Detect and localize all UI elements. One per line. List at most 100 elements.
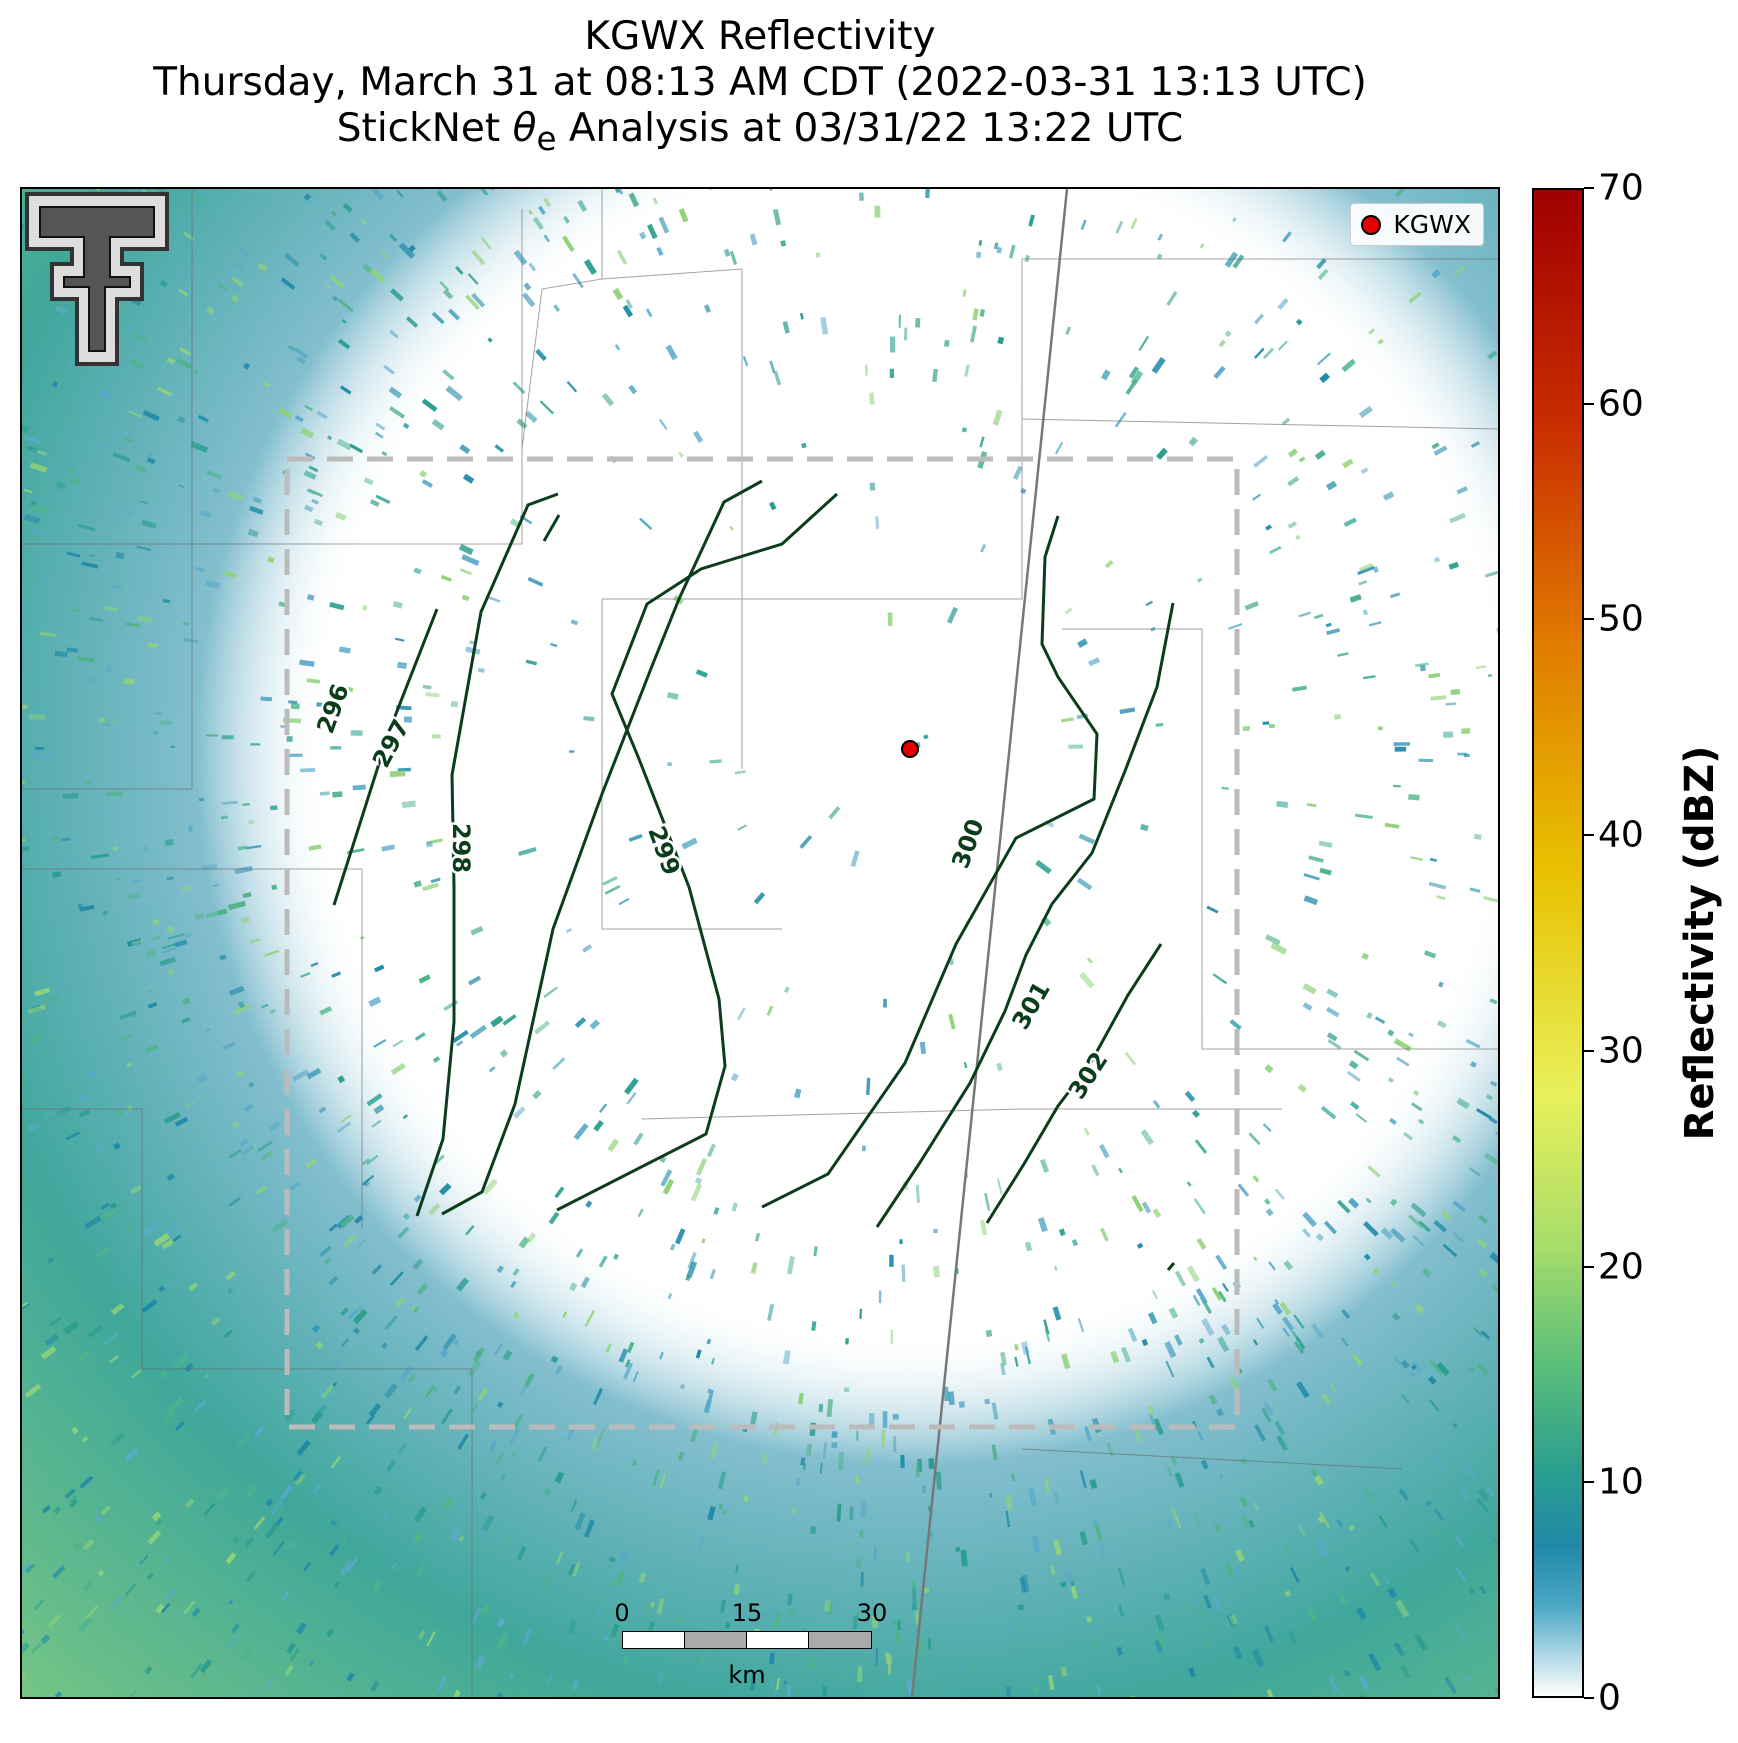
echo-speck <box>308 844 322 851</box>
echo-speck <box>78 1109 91 1118</box>
echo-speck <box>1014 1343 1019 1351</box>
echo-speck <box>457 1433 470 1450</box>
echo-speck <box>1228 622 1243 630</box>
echo-speck <box>177 273 187 282</box>
echo-speck <box>23 488 33 494</box>
colorbar-tick-mark <box>1584 402 1594 405</box>
radar-map[interactable]: 296 297 298 299 300 301 302 KGWX 0 15 30 km <box>20 187 1500 1699</box>
kgwx-radar-marker[interactable] <box>901 740 919 758</box>
echo-speck <box>772 1606 778 1622</box>
echo-speck <box>81 1580 94 1593</box>
echo-speck <box>449 1527 462 1542</box>
echo-speck <box>1118 1167 1123 1174</box>
echo-speck <box>780 240 787 247</box>
echo-speck <box>413 567 422 575</box>
echo-speck <box>1011 1472 1016 1482</box>
echo-speck <box>631 1459 637 1467</box>
echo-speck <box>935 1471 942 1490</box>
echo-speck <box>442 369 455 381</box>
echo-speck <box>250 743 261 746</box>
echo-speck <box>414 1032 426 1041</box>
echo-speck <box>1429 1360 1443 1375</box>
echo-speck <box>99 390 112 400</box>
echo-speck <box>158 1285 166 1293</box>
echo-speck <box>112 846 118 851</box>
echo-speck <box>656 246 664 256</box>
echo-speck <box>680 1383 685 1390</box>
echo-speck <box>526 1232 537 1244</box>
echo-speck <box>159 956 176 967</box>
echo-speck <box>316 410 328 420</box>
echo-speck <box>512 1413 524 1430</box>
echo-speck <box>667 1293 673 1300</box>
echo-speck <box>1247 1519 1255 1528</box>
echo-speck <box>452 1029 469 1044</box>
echo-speck <box>30 1642 43 1654</box>
echo-speck <box>1310 1323 1325 1340</box>
echo-speck <box>810 1526 817 1535</box>
echo-speck <box>326 284 332 290</box>
echo-speck <box>994 1654 999 1665</box>
echo-speck <box>349 232 361 243</box>
echo-speck <box>1068 744 1083 749</box>
echo-speck <box>628 384 638 395</box>
echo-speck <box>761 1453 769 1465</box>
echo-speck <box>509 1280 517 1289</box>
echo-speck <box>418 974 431 984</box>
echo-speck <box>472 1607 482 1624</box>
echo-speck <box>153 1232 170 1247</box>
echo-speck <box>288 753 303 757</box>
echo-speck <box>24 435 41 445</box>
echo-speck <box>442 1497 454 1511</box>
echo-speck <box>589 1019 600 1030</box>
echo-speck <box>1148 1413 1158 1431</box>
echo-speck <box>787 1593 793 1606</box>
echo-speck <box>163 1111 181 1125</box>
echo-speck <box>310 962 319 967</box>
echo-speck <box>1443 731 1454 738</box>
echo-speck <box>1336 1199 1351 1214</box>
echo-speck <box>138 1555 149 1566</box>
echo-speck <box>300 427 315 439</box>
echo-speck <box>471 292 486 308</box>
echo-speck <box>915 1466 920 1478</box>
echo-speck <box>711 1357 715 1365</box>
echo-speck <box>44 1333 60 1347</box>
echo-speck <box>820 317 829 335</box>
echo-speck <box>537 1445 548 1462</box>
echo-speck <box>737 824 747 831</box>
echo-speck <box>904 327 908 341</box>
echo-speck <box>245 1569 257 1583</box>
echo-speck <box>522 1685 531 1697</box>
echo-speck <box>608 1556 616 1563</box>
echo-speck <box>22 1641 31 1656</box>
echo-speck <box>1401 1393 1410 1404</box>
echo-speck <box>928 1458 935 1470</box>
echo-speck <box>206 1027 211 1032</box>
echo-speck <box>806 1443 812 1456</box>
echo-speck <box>706 1389 715 1407</box>
echo-speck <box>543 197 551 208</box>
echo-speck <box>933 1265 940 1278</box>
echo-speck <box>47 1257 54 1264</box>
echo-speck <box>184 1362 195 1373</box>
echo-speck <box>392 1039 404 1048</box>
echo-speck <box>984 1192 991 1211</box>
echo-speck <box>1242 726 1251 731</box>
echo-speck <box>742 355 749 367</box>
echo-speck <box>22 1011 25 1019</box>
echo-speck <box>165 1221 181 1234</box>
echo-speck <box>1395 189 1406 198</box>
echo-speck <box>170 745 175 748</box>
echo-speck <box>866 1449 871 1463</box>
echo-speck <box>401 800 416 809</box>
echo-speck <box>767 1303 775 1321</box>
echo-speck <box>389 406 406 419</box>
echo-speck <box>222 800 238 805</box>
echo-speck <box>1410 1202 1427 1218</box>
echo-speck <box>381 844 395 852</box>
echo-speck <box>1409 1372 1415 1379</box>
figure-title: KGWX Reflectivity Thursday, March 31 at … <box>0 14 1520 162</box>
echo-speck <box>826 1398 834 1418</box>
echo-speck <box>308 465 319 473</box>
